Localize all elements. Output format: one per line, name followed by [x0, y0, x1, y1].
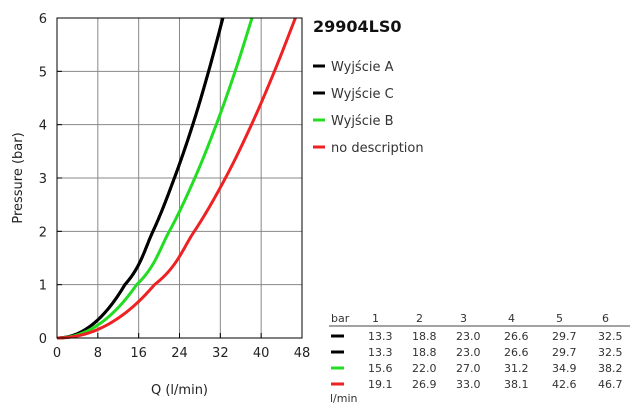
table-cell: 34.9 — [552, 362, 577, 375]
y-tick-label: 3 — [39, 172, 47, 187]
series-line — [56, 16, 297, 340]
x-tick-label: 0 — [53, 346, 61, 361]
y-tick-label: 0 — [39, 332, 47, 347]
table-column-header: 1 — [372, 312, 379, 325]
series-line — [56, 16, 225, 340]
series-layer — [56, 16, 297, 340]
x-axis-title: Q (l/min) — [151, 383, 208, 398]
series-line — [56, 16, 254, 340]
table-header-label: bar — [331, 312, 350, 325]
y-tick-label: 4 — [39, 119, 47, 134]
table-cell: 26.6 — [504, 330, 529, 343]
table-cell: 26.6 — [504, 346, 529, 359]
y-tick-label: 5 — [39, 65, 47, 80]
table-cell: 42.6 — [552, 378, 577, 391]
y-tick-label: 1 — [39, 279, 47, 294]
x-tick-label: 32 — [212, 346, 229, 361]
table-cell: 26.9 — [412, 378, 437, 391]
x-tick-label: 16 — [130, 346, 147, 361]
table-unit-label: l/min — [330, 392, 358, 405]
table-cell: 22.0 — [412, 362, 437, 375]
table-cell: 29.7 — [552, 346, 577, 359]
table-cell: 18.8 — [412, 346, 437, 359]
table-cell: 33.0 — [456, 378, 481, 391]
table-column-header: 4 — [508, 312, 515, 325]
x-tick-label: 40 — [253, 346, 270, 361]
legend-label: Wyjście A — [331, 60, 394, 75]
table-column-header: 2 — [416, 312, 423, 325]
y-tick-label: 6 — [39, 12, 47, 27]
table-cell: 18.8 — [412, 330, 437, 343]
table-cell: 38.1 — [504, 378, 529, 391]
x-tick-label: 48 — [294, 346, 311, 361]
table-cell: 19.1 — [368, 378, 393, 391]
chart-title: 29904LS0 — [313, 17, 402, 36]
table-cell: 13.3 — [368, 330, 393, 343]
table-column-header: 6 — [602, 312, 609, 325]
table-cell: 31.2 — [504, 362, 529, 375]
table-cell: 32.5 — [598, 346, 623, 359]
table-cell: 29.7 — [552, 330, 577, 343]
ticks: 0 8 16 24 32 40 48 0 1 2 3 4 5 6 — [39, 12, 311, 361]
table-cell: 23.0 — [456, 346, 481, 359]
x-tick-label: 24 — [171, 346, 188, 361]
y-axis-title: Pressure (bar) — [11, 132, 26, 223]
table-column-header: 5 — [556, 312, 563, 325]
legend-label: Wyjście B — [331, 114, 394, 129]
table-cell: 38.2 — [598, 362, 623, 375]
table-column-header: 3 — [460, 312, 467, 325]
x-tick-label: 8 — [94, 346, 102, 361]
y-tick-label: 2 — [39, 225, 47, 240]
table-cell: 15.6 — [368, 362, 393, 375]
legend-label: no description — [331, 141, 424, 156]
table-cell: 23.0 — [456, 330, 481, 343]
legend: Wyjście A Wyjście C Wyjście B no descriptio… — [313, 60, 424, 156]
table-cell: 46.7 — [598, 378, 623, 391]
legend-label: Wyjście C — [331, 87, 394, 102]
data-table: bar 1 2 3 4 5 6 13.3 18.8 23.0 26.6 29.7 32.5 13.3 18.… — [329, 312, 630, 405]
table-cell: 13.3 — [368, 346, 393, 359]
table-cell: 27.0 — [456, 362, 481, 375]
table-cell: 32.5 — [598, 330, 623, 343]
